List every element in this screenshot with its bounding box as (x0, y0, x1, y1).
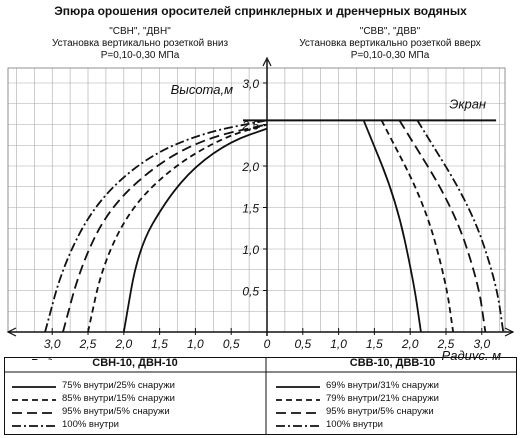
legend-right-swatch (276, 399, 320, 401)
legend-left-label: 75% внутри/25% снаружи (62, 380, 175, 391)
y-tick-label: 0,5 (242, 285, 259, 299)
x-tick-label: 0,5 (223, 337, 240, 351)
legend-right: СВВ-10, ДВВ-10 69% внутри/31% снаружи 79%… (268, 357, 517, 431)
right-models: "СВВ", "ДВВ" (359, 26, 421, 37)
x-tick-label: 0 (264, 337, 271, 351)
right-header: "СВВ", "ДВВ" Установка вертикально розет… (270, 26, 510, 62)
x-axis-arrow-left (6, 327, 17, 337)
legend: СВН-10, ДВН-10 75% внутри/25% снаружи 85%… (4, 357, 517, 435)
legend-left-label: 95% внутри/5% снаружи (62, 406, 170, 417)
legend-left-item: 100% внутри (4, 418, 266, 431)
left-header: "СВН", "ДВН" Установка вертикально розет… (20, 26, 260, 62)
legend-right-title: СВВ-10, ДВВ-10 (349, 357, 436, 369)
x-tick-label: 3,0 (44, 337, 61, 351)
left-pressure: P=0,10-0,30 МПа (100, 50, 180, 61)
series-right-dash (380, 119, 455, 333)
y-tick-label: 1,0 (242, 243, 259, 257)
x-tick-label: 0,5 (294, 337, 311, 351)
x-tick-label: 1,5 (151, 337, 168, 351)
legend-frame (4, 357, 517, 435)
series-left-longdash (62, 123, 268, 333)
chart-title: Эпюра орошения оросителей спринклерных и… (54, 4, 467, 18)
x-tick-label: 3,0 (473, 337, 490, 351)
left-install: Установка вертикально розеткой вниз (51, 38, 229, 49)
x-tick-label: 1,0 (330, 337, 347, 351)
x-tick-label: 1,5 (366, 337, 383, 351)
y-tick-label: 2,0 (241, 160, 259, 174)
y-axis-arrow (262, 56, 272, 67)
legend-right-item: 69% внутри/31% снаружи (268, 379, 517, 392)
legend-left-swatch (12, 412, 56, 414)
x-axis-arrow-right (504, 327, 515, 337)
series-right-dashdot (416, 119, 505, 333)
legend-right-label: 79% внутри/21% снаружи (326, 393, 439, 404)
series-left-dashdot (44, 119, 268, 333)
y-tick-label: 3,0 (242, 77, 259, 91)
legend-left: СВН-10, ДВН-10 75% внутри/25% снаружи 85%… (4, 357, 266, 431)
legend-right-swatch (276, 425, 320, 427)
legend-right-label: 69% внутри/31% снаружи (326, 380, 439, 391)
screen-label: Экран (449, 96, 486, 111)
y-axis-label: Высота,м (171, 82, 233, 97)
legend-left-swatch (12, 386, 56, 388)
legend-left-swatch (12, 425, 56, 427)
series-right-longdash (398, 119, 487, 333)
x-tick-label: 2,0 (401, 337, 419, 351)
legend-left-label: 100% внутри (62, 419, 119, 430)
legend-right-swatch (276, 412, 320, 414)
legend-left-item: 75% внутри/25% снаружи (4, 379, 266, 392)
legend-right-label: 100% внутри (326, 419, 383, 430)
left-models: "СВН", "ДВН" (109, 26, 171, 37)
x-tick-label: 2,5 (79, 337, 97, 351)
legend-left-item: 95% внутри/5% снаружи (4, 405, 266, 418)
y-tick-label: 1,5 (242, 202, 259, 216)
series-left-dash (87, 123, 268, 333)
right-pressure: P=0,10-0,30 МПа (350, 50, 430, 61)
series-right-solid (362, 120, 422, 333)
x-tick-label: 2,0 (114, 337, 132, 351)
x-tick-label: 2,5 (437, 337, 455, 351)
legend-right-item: 100% внутри (268, 418, 517, 431)
legend-left-swatch (12, 399, 56, 401)
x-tick-label: 1,0 (187, 337, 204, 351)
legend-right-label: 95% внутри/5% снаружи (326, 406, 434, 417)
series-left-solid (122, 127, 268, 333)
legend-right-swatch (276, 386, 320, 388)
legend-left-item: 85% внутри/15% снаружи (4, 392, 266, 405)
legend-left-label: 85% внутри/15% снаружи (62, 393, 175, 404)
legend-right-item: 79% внутри/21% снаружи (268, 392, 517, 405)
legend-left-title: СВН-10, ДВН-10 (92, 357, 178, 369)
legend-right-item: 95% внутри/5% снаружи (268, 405, 517, 418)
irrigation-chart: 0,5 1,0 1,5 2,0 2,5 3,0 3,0 2,5 2,0 1,5 1,0 0,5 0 0,5… (6, 56, 515, 360)
right-install: Установка вертикально розеткой вверх (299, 38, 481, 49)
